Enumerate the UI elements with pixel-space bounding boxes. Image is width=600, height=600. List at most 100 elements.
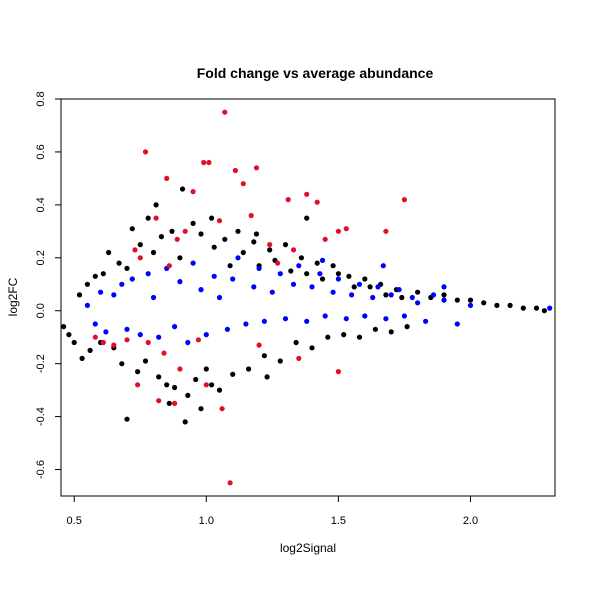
data-point — [135, 382, 141, 388]
data-point — [296, 263, 302, 269]
data-point — [415, 300, 421, 306]
data-point — [362, 276, 368, 282]
data-point — [256, 342, 262, 348]
data-point — [92, 334, 98, 340]
data-point — [166, 400, 172, 406]
x-axis: 0.5 1.0 1.5 2.0 — [67, 495, 478, 527]
data-point — [111, 342, 117, 348]
data-point — [441, 292, 447, 298]
data-point — [203, 366, 209, 372]
data-point — [251, 284, 257, 290]
data-point — [335, 271, 341, 277]
data-point — [232, 167, 238, 174]
data-point — [98, 289, 104, 295]
data-point — [219, 406, 225, 412]
data-point — [467, 302, 474, 308]
data-point — [288, 268, 294, 274]
series-2 — [84, 255, 553, 346]
y-tick-label: -0.6 — [35, 460, 47, 479]
data-point — [343, 226, 349, 232]
data-point — [296, 355, 302, 361]
data-point — [124, 416, 130, 422]
data-point — [343, 316, 349, 322]
data-point — [119, 361, 125, 367]
data-point — [454, 297, 460, 303]
data-point — [185, 392, 191, 398]
data-point — [314, 260, 320, 266]
data-point — [356, 334, 363, 340]
y-axis: -0.6 -0.4 -0.2 0.0 0.2 0.4 0.6 0.8 — [35, 91, 62, 479]
data-point — [172, 400, 178, 406]
data-point — [494, 302, 500, 308]
data-point — [164, 175, 170, 181]
data-point — [341, 332, 347, 338]
data-point — [190, 189, 196, 195]
data-point — [211, 244, 217, 250]
data-point — [370, 294, 376, 301]
data-point — [423, 318, 429, 324]
data-point — [349, 292, 355, 298]
data-point — [304, 318, 310, 324]
data-point — [153, 202, 159, 208]
plot-area-frame — [60, 98, 556, 497]
data-point — [179, 186, 186, 192]
data-point — [177, 279, 183, 285]
data-point — [335, 228, 341, 234]
data-point — [142, 149, 149, 155]
data-point — [222, 109, 228, 115]
data-point — [116, 260, 122, 266]
data-point — [182, 419, 188, 425]
data-point — [383, 292, 389, 298]
data-point — [298, 255, 304, 261]
data-point — [198, 287, 204, 293]
data-point — [383, 316, 389, 322]
data-point — [319, 276, 326, 282]
data-point — [481, 300, 487, 306]
y-tick-label: -0.2 — [35, 354, 47, 373]
data-point — [309, 284, 315, 290]
y-axis-title: log2FC — [6, 277, 20, 316]
data-point — [137, 242, 143, 248]
data-point — [322, 313, 328, 319]
y-tick-label: 0.6 — [35, 144, 47, 159]
data-point — [153, 215, 159, 221]
data-point — [193, 376, 199, 383]
data-point — [230, 276, 236, 282]
data-point — [222, 236, 228, 242]
data-point — [124, 265, 130, 271]
data-point — [190, 260, 196, 266]
data-point — [235, 255, 241, 261]
data-point — [314, 199, 320, 205]
data-point — [293, 339, 299, 346]
data-point — [206, 159, 212, 166]
data-point — [401, 197, 407, 203]
data-point — [150, 249, 157, 256]
data-point — [84, 281, 90, 287]
data-point — [415, 289, 421, 295]
data-point — [367, 284, 373, 290]
data-point — [129, 276, 135, 282]
series-3 — [92, 109, 407, 486]
data-point — [103, 329, 109, 335]
data-point — [156, 398, 162, 404]
series-1 — [61, 186, 548, 425]
data-point — [383, 228, 389, 234]
data-point — [156, 374, 162, 380]
data-point — [87, 347, 93, 353]
data-point — [277, 358, 283, 364]
data-point — [227, 480, 233, 486]
data-point — [92, 321, 98, 327]
data-point — [267, 242, 273, 248]
chart-title: Fold change vs average abundance — [197, 65, 434, 81]
data-point — [158, 234, 164, 240]
data-point — [216, 218, 223, 224]
data-point — [507, 302, 513, 308]
data-point — [100, 271, 106, 277]
data-point — [106, 249, 112, 256]
data-point — [267, 247, 273, 253]
data-point — [156, 334, 162, 340]
data-point — [137, 332, 143, 338]
data-point — [380, 263, 386, 269]
data-point — [79, 355, 85, 361]
data-point — [246, 366, 252, 372]
